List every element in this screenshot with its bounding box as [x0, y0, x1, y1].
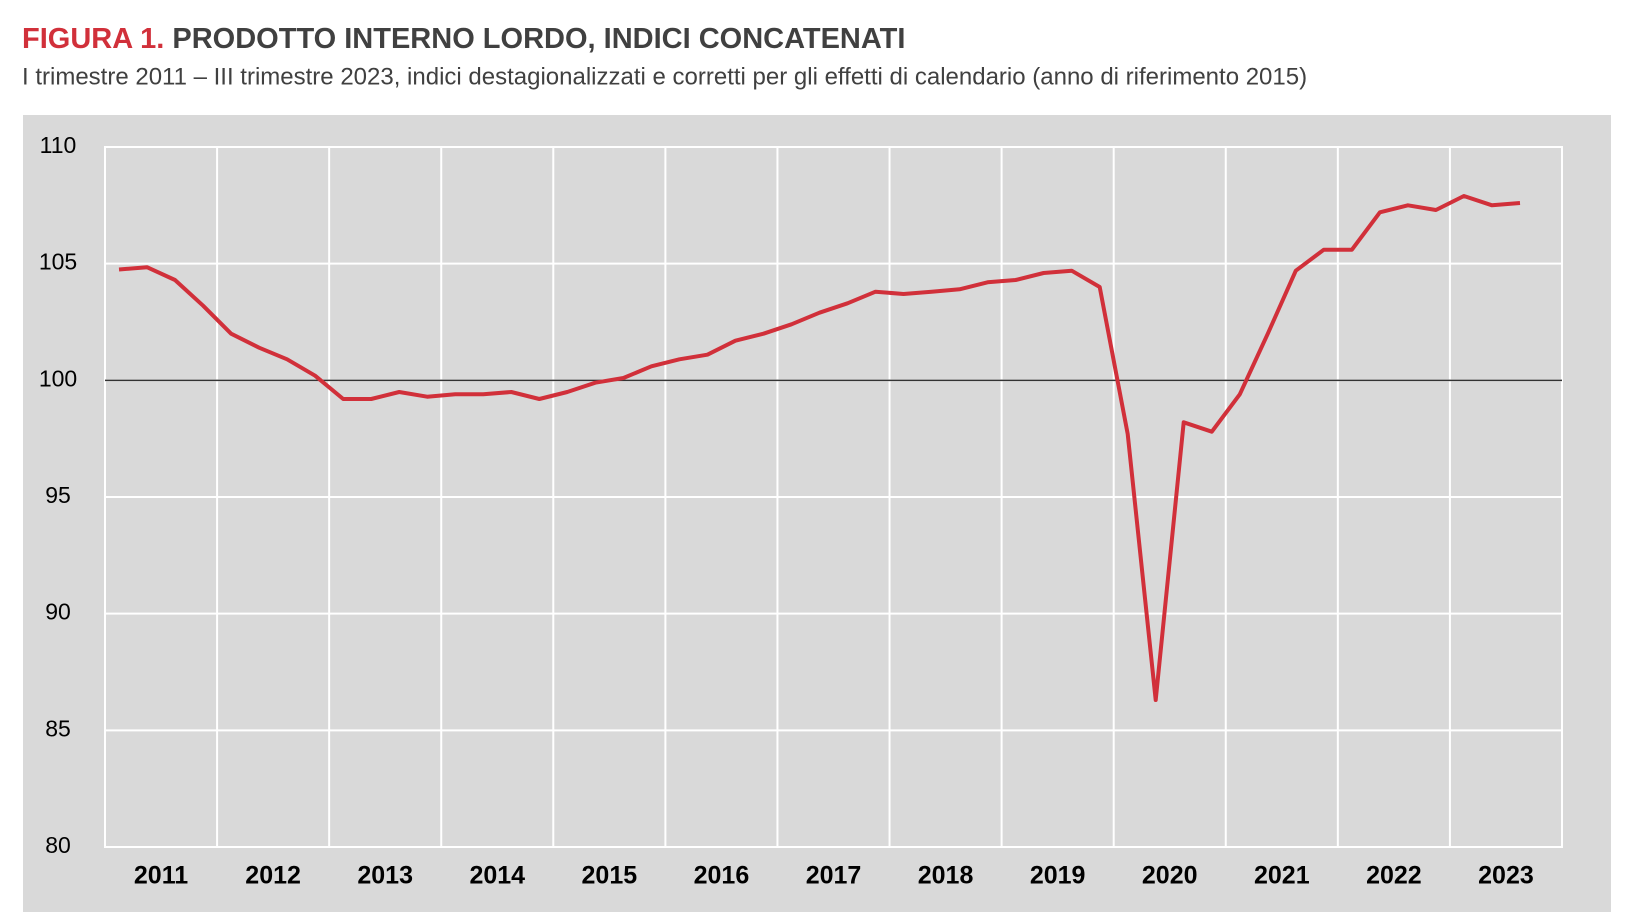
panel: [23, 115, 1611, 912]
x-tick-label: 2023: [1478, 862, 1534, 890]
x-tick-label: 2018: [918, 862, 974, 890]
x-tick-label: 2017: [806, 862, 862, 890]
x-tick-label: 2020: [1142, 862, 1198, 890]
title-label: FIGURA 1.: [22, 23, 164, 55]
plot-border: [104, 146, 1563, 848]
subtitle: I trimestre 2011 – III trimestre 2023, i…: [22, 63, 1307, 90]
x-tick-label: 2021: [1254, 862, 1310, 890]
y-tick-label: 90: [45, 599, 71, 625]
x-tick-label: 2016: [694, 862, 750, 890]
y-tick-label: 100: [39, 365, 77, 391]
y-tick-label: 80: [45, 832, 71, 858]
y-tick-label: 105: [39, 249, 77, 275]
x-tick-label: 2012: [245, 862, 301, 890]
line-series: [118, 194, 1521, 702]
x-tick-label: 2013: [357, 862, 413, 890]
title-text: PRODOTTO INTERNO LORDO, INDICI CONCATENA…: [172, 23, 905, 55]
x-tick-label: 2014: [469, 862, 525, 890]
title: FIGURA 1. PRODOTTO INTERNO LORDO, INDICI…: [22, 23, 905, 55]
x-tick-label: 2019: [1030, 862, 1086, 890]
y-tick-label: 110: [40, 132, 77, 158]
x-tick-label: 2011: [134, 862, 188, 890]
x-tick-label: 2022: [1366, 862, 1422, 890]
y-tick-label: 85: [45, 715, 71, 741]
y-tick-label: 95: [45, 482, 71, 508]
x-tick-label: 2015: [582, 862, 638, 890]
